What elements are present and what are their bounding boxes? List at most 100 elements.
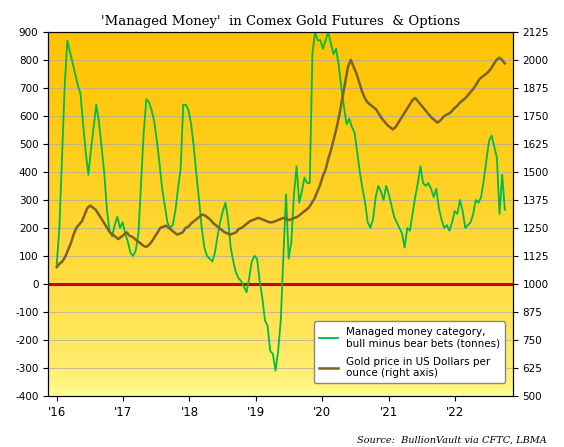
Bar — [48, 94, 513, 96]
Bar — [48, 267, 513, 269]
Bar — [48, 316, 513, 318]
Bar — [48, 130, 513, 132]
Bar — [48, 121, 513, 123]
Bar — [48, 139, 513, 141]
Bar — [48, 154, 513, 156]
Bar — [48, 163, 513, 165]
Bar — [48, 52, 513, 54]
Bar — [48, 276, 513, 278]
Bar — [48, 232, 513, 234]
Bar — [48, 241, 513, 243]
Bar — [48, 240, 513, 241]
Bar — [48, 127, 513, 128]
Bar — [48, 38, 513, 39]
Bar — [48, 378, 513, 380]
Bar — [48, 41, 513, 43]
Bar — [48, 367, 513, 369]
Bar — [48, 388, 513, 390]
Bar — [48, 305, 513, 307]
Bar — [48, 70, 513, 72]
Text: Source:  BullionVault via CFTC, LBMA: Source: BullionVault via CFTC, LBMA — [358, 436, 547, 445]
Bar — [48, 61, 513, 63]
Bar — [48, 261, 513, 263]
Bar — [48, 83, 513, 85]
Bar — [48, 320, 513, 321]
Bar — [48, 116, 513, 118]
Bar — [48, 198, 513, 199]
Bar — [48, 138, 513, 139]
Bar — [48, 135, 513, 138]
Bar — [48, 110, 513, 112]
Bar — [48, 250, 513, 252]
Bar — [48, 85, 513, 87]
Bar — [48, 332, 513, 334]
Bar — [48, 179, 513, 181]
Bar — [48, 216, 513, 218]
Bar — [48, 259, 513, 261]
Bar — [48, 310, 513, 312]
Bar — [48, 105, 513, 106]
Bar — [48, 192, 513, 194]
Bar — [48, 150, 513, 152]
Bar — [48, 48, 513, 50]
Bar — [48, 359, 513, 361]
Bar — [48, 230, 513, 232]
Bar — [48, 343, 513, 345]
Bar — [48, 225, 513, 227]
Bar — [48, 55, 513, 57]
Bar — [48, 68, 513, 70]
Bar — [48, 252, 513, 254]
Bar — [48, 371, 513, 372]
Bar — [48, 376, 513, 378]
Bar — [48, 185, 513, 186]
Bar — [48, 157, 513, 159]
Bar — [48, 307, 513, 308]
Bar — [48, 227, 513, 228]
Bar — [48, 112, 513, 114]
Bar — [48, 74, 513, 76]
Bar — [48, 234, 513, 236]
Bar — [48, 101, 513, 103]
Bar — [48, 177, 513, 179]
Bar — [48, 114, 513, 116]
Bar — [48, 236, 513, 237]
Bar — [48, 247, 513, 249]
Bar — [48, 349, 513, 350]
Bar — [48, 156, 513, 157]
Bar — [48, 43, 513, 45]
Bar — [48, 36, 513, 38]
Bar — [48, 103, 513, 105]
Bar — [48, 165, 513, 167]
Bar — [48, 79, 513, 81]
Bar — [48, 350, 513, 352]
Bar — [48, 108, 513, 110]
Bar — [48, 145, 513, 147]
Bar — [48, 159, 513, 161]
Bar — [48, 219, 513, 221]
Bar — [48, 363, 513, 365]
Bar — [48, 285, 513, 287]
Bar — [48, 254, 513, 256]
Bar — [48, 208, 513, 210]
Bar — [48, 167, 513, 169]
Bar — [48, 152, 513, 154]
Bar — [48, 96, 513, 97]
Bar — [48, 201, 513, 203]
Bar — [48, 63, 513, 65]
Bar — [48, 123, 513, 125]
Title: 'Managed Money'  in Comex Gold Futures  & Options: 'Managed Money' in Comex Gold Futures & … — [101, 15, 460, 28]
Bar — [48, 205, 513, 207]
Bar — [48, 385, 513, 387]
Bar — [48, 190, 513, 192]
Bar — [48, 210, 513, 212]
Bar — [48, 281, 513, 283]
Bar — [48, 76, 513, 77]
Bar — [48, 321, 513, 323]
Bar — [48, 299, 513, 301]
Bar — [48, 329, 513, 330]
Bar — [48, 50, 513, 52]
Bar — [48, 170, 513, 172]
Bar — [48, 323, 513, 325]
Bar — [48, 39, 513, 41]
Bar — [48, 361, 513, 363]
